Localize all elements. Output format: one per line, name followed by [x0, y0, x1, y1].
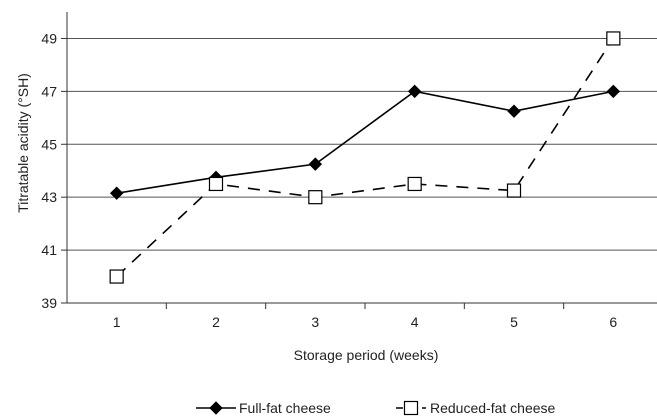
legend-label: Reduced-fat cheese [430, 400, 556, 416]
series-reduced-fat [109, 31, 621, 284]
full-fat-line [116, 90, 614, 195]
full-fat-point-marker [507, 104, 521, 118]
y-tick-label: 41 [41, 242, 57, 258]
x-tick-label: 1 [113, 314, 121, 330]
x-tick-label: 5 [510, 314, 518, 330]
series-group [109, 31, 621, 284]
legend: Full-fat cheese Reduced-fat cheese [196, 400, 556, 416]
x-tick-label: 2 [212, 314, 220, 330]
series-full-fat [109, 84, 621, 200]
reduced-fat-point-marker [606, 31, 621, 46]
reduced-fat-line [116, 38, 615, 278]
reduced-fat-point-marker [407, 176, 422, 192]
reduced-fat-point-marker [208, 176, 224, 192]
gridlines [67, 37, 657, 251]
legend-reduced-fat-marker [403, 400, 419, 416]
full-fat-point-marker [109, 186, 124, 200]
x-axis-title: Storage period (weeks) [294, 347, 439, 363]
y-tick-label: 47 [41, 83, 57, 99]
y-tick-label: 43 [41, 189, 57, 205]
reduced-fat-point-marker [506, 183, 522, 198]
x-tick-label: 3 [311, 314, 319, 330]
legend-label: Full-fat cheese [239, 400, 331, 416]
y-axis-title: Titratable acidity (°SH) [15, 73, 31, 213]
x-tick-labels: 1 2 3 4 5 6 [113, 314, 618, 330]
x-tick-label: 6 [609, 314, 617, 330]
full-fat-point-marker [407, 84, 422, 99]
full-fat-point-marker [606, 84, 621, 99]
legend-item-full-fat: Full-fat cheese [196, 400, 331, 416]
y-tick-label: 45 [41, 136, 57, 152]
axes [61, 12, 657, 309]
full-fat-point-marker [308, 157, 323, 171]
reduced-fat-point-marker [308, 190, 323, 205]
y-tick-label: 39 [41, 295, 57, 311]
legend-full-fat-marker [209, 401, 223, 415]
legend-item-reduced-fat: Reduced-fat cheese [396, 400, 556, 416]
x-tick-label: 4 [411, 314, 419, 330]
y-tick-label: 49 [41, 30, 57, 46]
y-tick-labels: 39 41 43 45 47 49 [41, 30, 57, 311]
reduced-fat-point-marker [109, 269, 124, 284]
